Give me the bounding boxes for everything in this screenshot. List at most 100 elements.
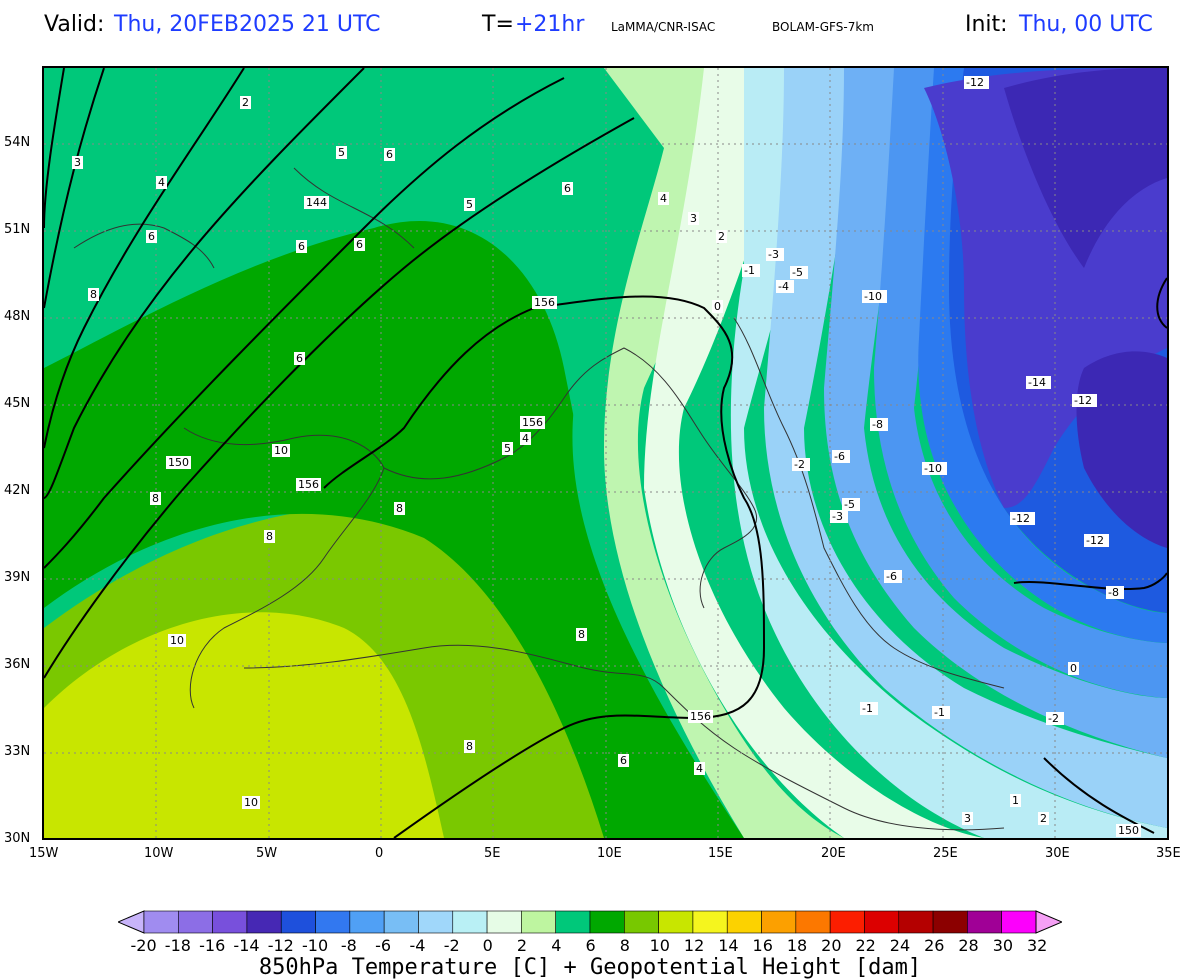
band-neg14 (1004, 68, 1167, 268)
band-neg14-east (1076, 351, 1167, 548)
temperature-label-box (296, 240, 307, 253)
temperature-label-box (1084, 534, 1109, 547)
temperature-label: 4 (660, 192, 667, 205)
temperature-label-box (464, 198, 475, 211)
colorbar-title: 850hPa Temperature [C] + Geopotential He… (258, 955, 922, 980)
temperature-label: 6 (620, 754, 627, 767)
temperature-label-box (156, 176, 167, 189)
temperature-label: -2 (1048, 712, 1059, 725)
temperature-label: 2 (242, 96, 249, 109)
temperature-label: -4 (778, 280, 789, 293)
colorbar-label: -16 (199, 936, 226, 955)
temperature-label-box (964, 76, 989, 89)
colorbar-swatch (315, 910, 351, 934)
temperature-label: 4 (696, 762, 703, 775)
temperature-label: 0 (1070, 662, 1077, 675)
temperature-label: 2 (1040, 812, 1047, 825)
temperature-label-box (88, 288, 99, 301)
temperature-label-box (394, 502, 405, 515)
temperature-label: 10 (170, 634, 184, 647)
temperature-label: 5 (338, 146, 345, 159)
latitude-label: 36N (4, 657, 31, 672)
temperature-label-box (336, 146, 347, 159)
colorbar (118, 910, 1062, 934)
model-label: BOLAM-GFS-7km (772, 20, 874, 34)
temperature-label-box (688, 212, 699, 225)
latitude-label: 54N (4, 135, 31, 150)
temperature-label-box (658, 192, 669, 205)
colorbar-swatch (658, 910, 694, 934)
temperature-label: 8 (578, 628, 585, 641)
temperature-label-box (830, 510, 848, 523)
temperature-label-box (884, 570, 902, 583)
temperature-label-box (562, 182, 573, 195)
colorbar-label: -6 (375, 936, 392, 955)
temperature-label-box (842, 498, 860, 511)
temperature-label-box (72, 156, 83, 169)
colorbar-max-arrow (1035, 910, 1062, 934)
temperature-label-box (1072, 394, 1097, 407)
temperature-label: -8 (872, 418, 883, 431)
geopotential-label: 150 (1118, 824, 1139, 837)
temperature-label-box (922, 462, 947, 475)
temperature-label-box (576, 628, 587, 641)
temperature-label: -6 (886, 570, 897, 583)
valid-value: Thu, 20FEB2025 21 UTC (114, 12, 381, 37)
colorbar-label: -4 (409, 936, 426, 955)
colorbar-label: 0 (482, 936, 493, 955)
colorbar-swatch (383, 910, 419, 934)
geopotential-label: 156 (690, 710, 711, 723)
temperature-label-box (694, 762, 705, 775)
longitude-label: 10E (597, 846, 622, 861)
colorbar-swatch (452, 910, 488, 934)
colorbar-swatch (178, 910, 213, 934)
latitude-label: 33N (4, 744, 31, 759)
temperature-label-box (932, 706, 950, 719)
colorbar-label: -8 (340, 936, 357, 955)
temperature-label-box (294, 352, 305, 365)
temperature-label-box (870, 418, 888, 431)
geopotential-label: 144 (306, 196, 327, 209)
temperature-label-box (742, 264, 760, 277)
temperature-label: 6 (356, 238, 363, 251)
temperature-label: -5 (792, 266, 803, 279)
temperature-label: 0 (714, 300, 721, 313)
colorbar-label: 24 (889, 936, 911, 955)
colorbar-label: -2 (443, 936, 460, 955)
temperature-label-box (354, 238, 365, 251)
coastline (73, 167, 1005, 831)
colorbar-label: 22 (855, 936, 876, 955)
temperature-label: -12 (1074, 394, 1092, 407)
temperature-label-box (1010, 794, 1021, 807)
temperature-label-box (790, 266, 808, 279)
longitude-label: 20E (821, 846, 846, 861)
temperature-label: -12 (1086, 534, 1104, 547)
longitude-label: 10W (144, 846, 174, 861)
temperature-label: 3 (690, 212, 697, 225)
band-0 (730, 68, 1167, 838)
geopotential-label-box (1116, 824, 1141, 837)
colorbar-label: -20 (130, 936, 157, 955)
colorbar-label: -12 (267, 936, 294, 955)
colorbar-swatch (212, 910, 248, 934)
colorbar-swatch (418, 910, 454, 934)
geopotential-label: 150 (168, 456, 189, 469)
geopotential-label-box (688, 710, 713, 723)
colorbar-swatch (726, 910, 762, 934)
colorbar-swatch (589, 910, 625, 934)
colorbar-label: 4 (551, 936, 562, 955)
temperature-label: 6 (148, 230, 155, 243)
temperature-label: -8 (1108, 586, 1119, 599)
geopotential-label: 156 (298, 478, 319, 491)
temperature-label-box (962, 812, 973, 825)
geopotential-label-box (166, 456, 191, 469)
band-neg6 (874, 68, 1167, 698)
latitude-label: 48N (4, 309, 31, 324)
temperature-label-box (1046, 712, 1064, 725)
geopotential-label: 156 (522, 416, 543, 429)
band-neg2 (764, 68, 1167, 828)
temperature-label-box (860, 702, 878, 715)
colorbar-label: 30 (992, 936, 1014, 955)
colorbar-label: -14 (233, 936, 260, 955)
colorbar-swatch (280, 910, 316, 934)
